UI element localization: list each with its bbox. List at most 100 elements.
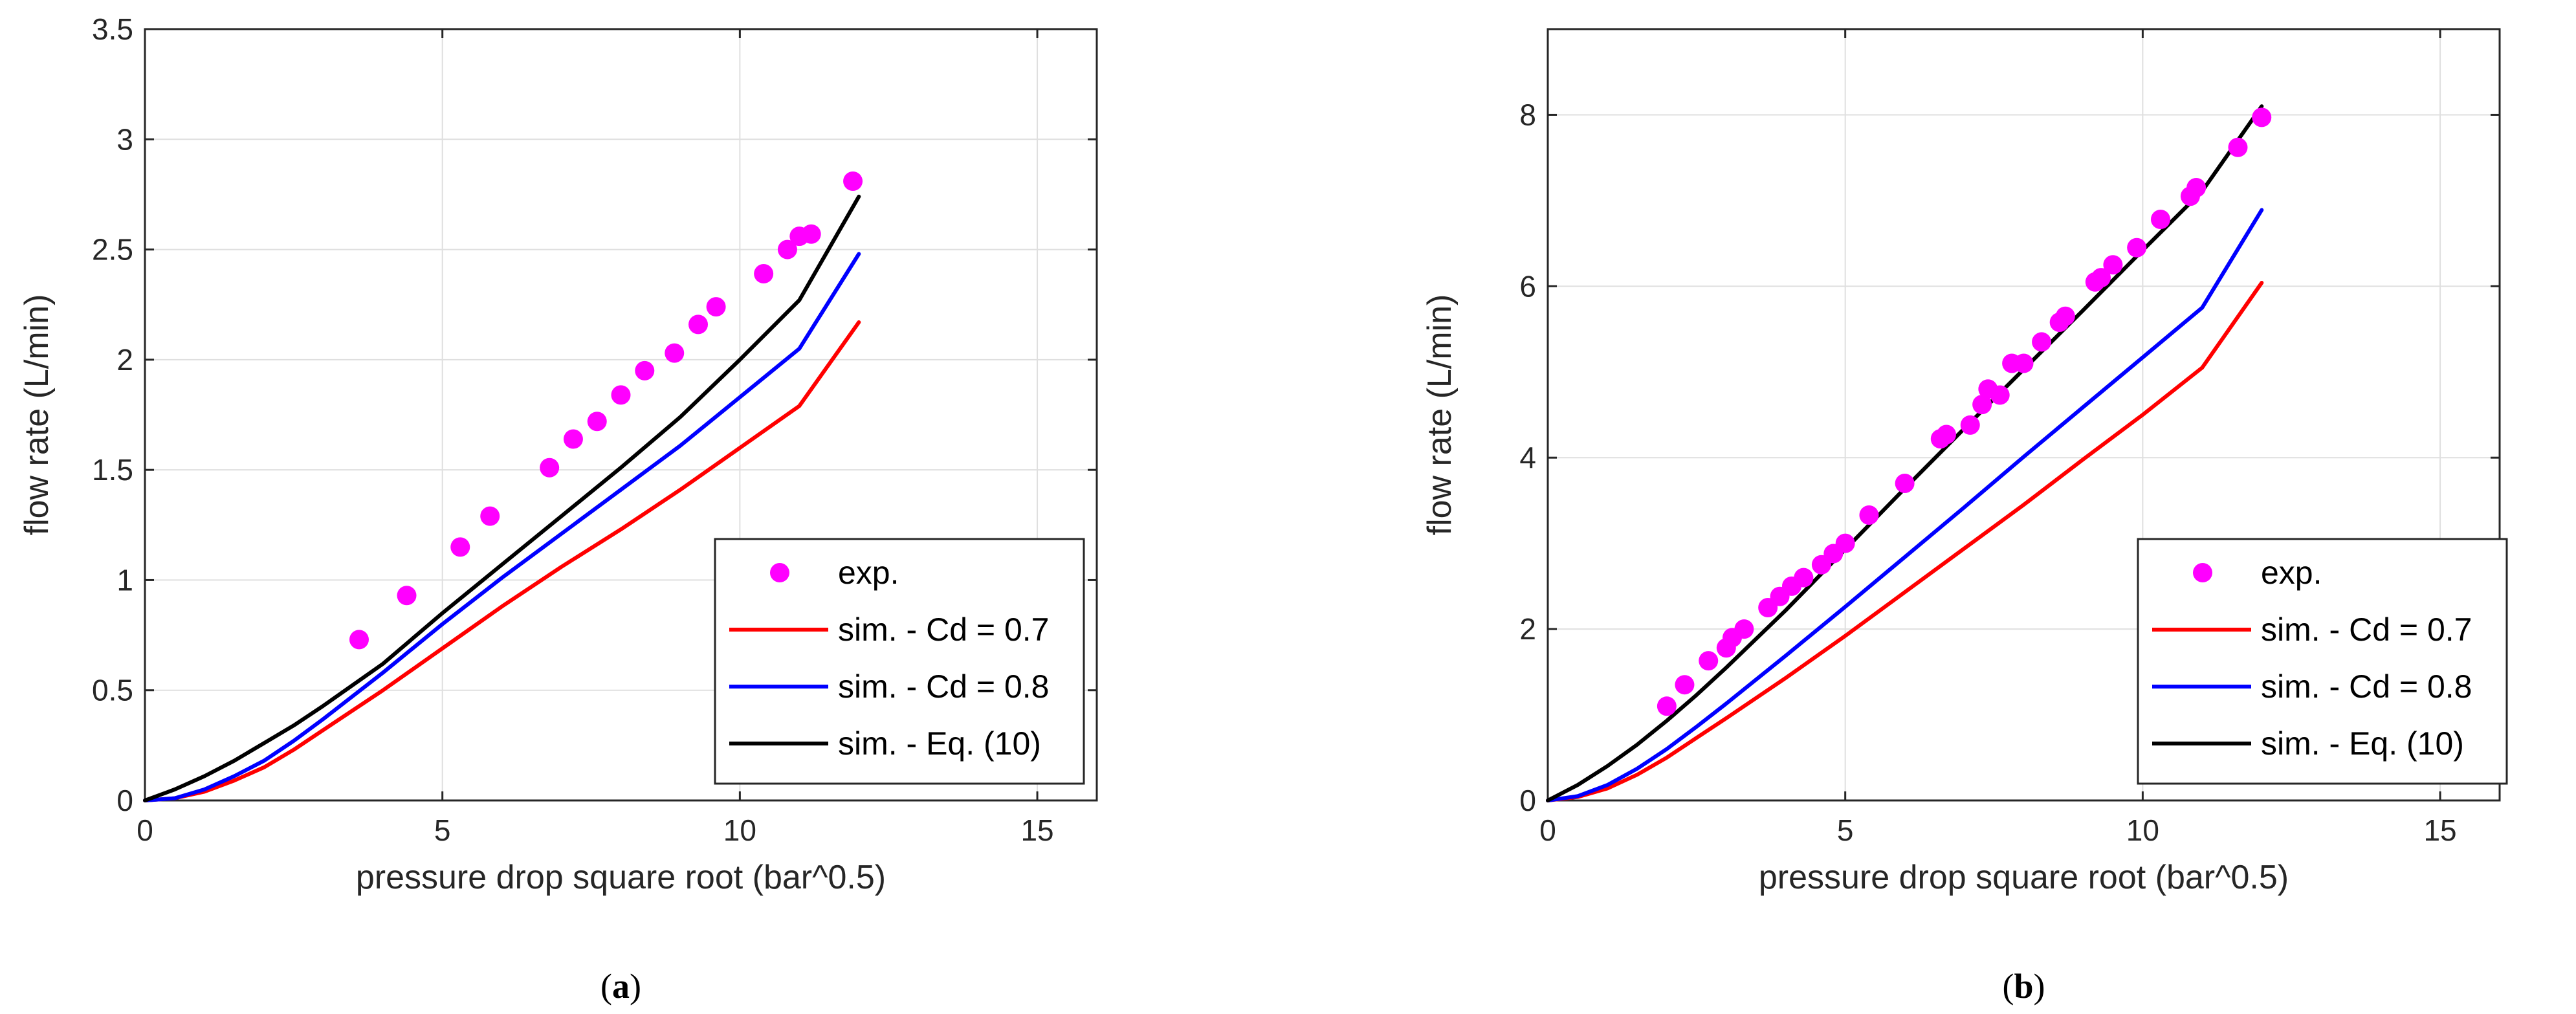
legend-marker-exp: [2193, 563, 2212, 582]
data-point: [2055, 306, 2075, 326]
data-point: [2252, 107, 2272, 127]
series-line: [143, 252, 861, 802]
data-point: [1859, 505, 1879, 525]
data-point: [587, 412, 607, 432]
data-point: [665, 343, 685, 363]
y-tick-label: 4: [1519, 441, 1536, 474]
data-point: [1657, 696, 1677, 716]
data-point: [2032, 332, 2052, 352]
legend-label-exp: exp.: [838, 555, 899, 591]
y-tick-label: 0: [116, 784, 133, 817]
legend-label-cd07: sim. - Cd = 0.7: [838, 612, 1050, 648]
x-axis-label: pressure drop square root (bar^0.5): [356, 859, 886, 896]
legend-label-cd07: sim. - Cd = 0.7: [2261, 612, 2472, 648]
y-tick-label: 2.5: [92, 233, 133, 267]
legend: exp. sim. - Cd = 0.7 sim. - Cd = 0.8 sim…: [2137, 538, 2508, 785]
data-point: [1936, 424, 1956, 445]
caption-letter: b: [2014, 967, 2033, 1006]
data-point: [1734, 619, 1754, 639]
data-point: [843, 171, 863, 191]
series-line: [1546, 104, 2264, 802]
data-point: [2091, 268, 2111, 288]
data-point: [1675, 675, 1695, 695]
x-tick-label: 10: [2126, 813, 2159, 847]
data-point: [754, 264, 774, 284]
data-point: [1895, 473, 1915, 493]
y-tick-label: 3.5: [92, 12, 133, 46]
data-point: [349, 630, 369, 650]
x-axis-ticks: 0 5 10 15: [137, 29, 1054, 847]
caption-close-paren: ): [630, 967, 641, 1006]
legend-label-exp: exp.: [2261, 555, 2322, 591]
data-point: [450, 537, 470, 557]
x-tick-label: 5: [434, 813, 451, 847]
y-tick-label: 1: [116, 563, 133, 597]
legend-label-eq10: sim. - Eq. (10): [838, 725, 1041, 762]
legend-label-cd08: sim. - Cd = 0.8: [838, 668, 1050, 705]
legend-entry-cd07: sim. - Cd = 0.7: [729, 612, 1050, 648]
legend-entry-cd08: sim. - Cd = 0.8: [2152, 668, 2472, 705]
data-point: [1835, 533, 1855, 553]
series-line: [1546, 281, 2264, 802]
plot-area-frame: [144, 28, 1098, 802]
legend-entry-eq10: sim. - Eq. (10): [2152, 725, 2464, 762]
data-point: [2150, 210, 2170, 230]
legend-entry-cd08: sim. - Cd = 0.8: [729, 668, 1050, 705]
x-tick-label: 10: [723, 813, 756, 847]
chart-panel-a: 0 5 10 15 0 0.5 1 1.5 2 2.5 3 3.5 pressure drop sq…: [18, 12, 1098, 1006]
data-point: [1990, 385, 2010, 405]
y-tick-label: 6: [1519, 269, 1536, 303]
legend-marker-exp: [770, 563, 789, 582]
caption-open-paren: (: [2002, 967, 2014, 1006]
y-tick-label: 2: [116, 343, 133, 377]
legend-entry-eq10: sim. - Eq. (10): [729, 725, 1041, 762]
x-tick-label: 0: [137, 813, 153, 847]
series-line: [143, 194, 861, 802]
y-axis-ticks: 0 0.5 1 1.5 2 2.5 3 3.5: [92, 12, 1097, 817]
legend-label-eq10: sim. - Eq. (10): [2261, 725, 2464, 762]
caption-open-paren: (: [600, 967, 612, 1006]
series-line: [143, 320, 861, 802]
data-point: [2014, 353, 2034, 373]
data-point: [540, 457, 560, 478]
data-point: [2186, 178, 2207, 198]
data-point: [777, 239, 797, 259]
data-point: [2228, 137, 2248, 157]
caption-close-paren: ): [2034, 967, 2045, 1006]
series-points: [1657, 107, 2272, 716]
data-point: [397, 586, 417, 606]
x-tick-label: 15: [2423, 813, 2456, 847]
y-axis-label: flow rate (L/min): [1421, 294, 1459, 536]
data-point: [1699, 651, 1719, 671]
series-lines: [143, 194, 861, 802]
panel-caption: (a): [600, 967, 641, 1006]
legend-entry-exp: exp.: [770, 555, 899, 591]
data-point: [480, 506, 500, 526]
y-tick-label: 0: [1519, 784, 1536, 817]
y-tick-label: 8: [1519, 98, 1536, 131]
data-point: [1960, 415, 1980, 435]
legend: exp. sim. - Cd = 0.7 sim. - Cd = 0.8 sim…: [714, 538, 1085, 785]
chart-panel-b: 0 5 10 15 0 2 4 6 8 pressure drop square root (…: [1421, 28, 2508, 1006]
data-point: [2103, 255, 2123, 275]
y-axis-ticks: 0 2 4 6 8: [1519, 98, 2500, 817]
x-tick-label: 0: [1539, 813, 1556, 847]
plot-area-frame: [1547, 28, 2501, 802]
y-tick-label: 1.5: [92, 453, 133, 487]
legend-entry-exp: exp.: [2193, 555, 2322, 591]
y-tick-label: 3: [116, 122, 133, 156]
data-point: [563, 429, 583, 449]
panel-caption: (b): [2002, 967, 2045, 1006]
series-points: [349, 171, 863, 650]
data-point: [688, 314, 709, 335]
caption-letter: a: [612, 967, 630, 1006]
data-point: [2127, 237, 2147, 258]
legend-entry-cd07: sim. - Cd = 0.7: [2152, 612, 2472, 648]
data-point: [635, 360, 655, 380]
data-point: [1972, 395, 1992, 415]
data-point: [1794, 568, 1814, 588]
x-axis-ticks: 0 5 10 15: [1539, 29, 2457, 847]
x-axis-label: pressure drop square root (bar^0.5): [1759, 859, 2289, 896]
y-tick-label: 0.5: [92, 674, 133, 707]
